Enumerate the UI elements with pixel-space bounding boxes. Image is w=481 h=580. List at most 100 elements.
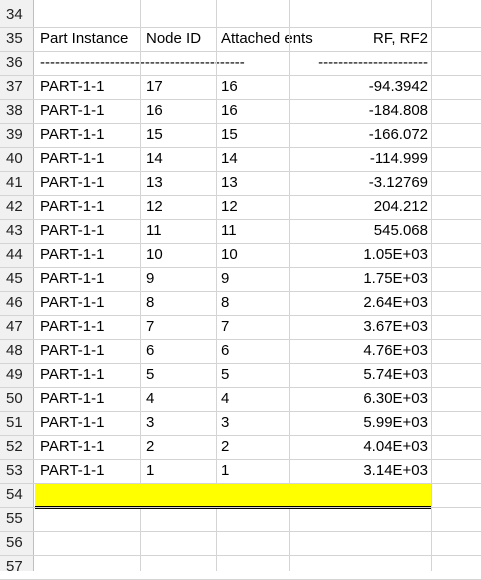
row-number[interactable]: 52 bbox=[6, 438, 23, 455]
rf-value-cell[interactable]: 6.30E+03 bbox=[363, 390, 428, 407]
attached-elements-cell[interactable]: 14 bbox=[221, 150, 238, 167]
part-instance-cell[interactable]: Part Instance bbox=[40, 30, 129, 47]
attached-elements-cell[interactable]: 7 bbox=[221, 318, 230, 335]
node-id-cell[interactable]: 13 bbox=[146, 174, 163, 191]
rf-value-cell[interactable]: -166.072 bbox=[368, 126, 428, 143]
part-instance-cell[interactable]: PART-1-1 bbox=[40, 342, 105, 359]
table-row[interactable]: 45 PART-1-1 9 9 1.75E+03 bbox=[0, 267, 481, 291]
rf-value-cell[interactable]: 1.05E+03 bbox=[363, 246, 428, 263]
node-id-cell[interactable]: 11 bbox=[146, 222, 162, 239]
rf-value-cell[interactable]: 4.76E+03 bbox=[363, 342, 428, 359]
node-id-cell[interactable]: Node ID bbox=[146, 30, 202, 47]
part-instance-cell[interactable]: PART-1-1 bbox=[40, 246, 105, 263]
part-instance-cell[interactable]: PART-1-1 bbox=[40, 198, 105, 215]
table-row[interactable]: 53 PART-1-1 1 1 3.14E+03 bbox=[0, 459, 481, 483]
table-row[interactable]: 42 PART-1-1 12 12 204.212 bbox=[0, 195, 481, 219]
row-number[interactable]: 57 bbox=[6, 558, 23, 575]
row-number[interactable]: 45 bbox=[6, 270, 23, 287]
node-id-cell[interactable]: 17 bbox=[146, 78, 163, 95]
table-row[interactable]: 51 PART-1-1 3 3 5.99E+03 bbox=[0, 411, 481, 435]
rf-value-cell[interactable] bbox=[290, 555, 428, 579]
rf-value-cell[interactable]: ---------------------- bbox=[318, 54, 428, 71]
part-instance-cell[interactable]: PART-1-1 bbox=[40, 126, 105, 143]
part-instance-cell[interactable]: PART-1-1 bbox=[40, 270, 105, 287]
part-instance-cell[interactable]: PART-1-1 bbox=[40, 462, 105, 479]
table-row[interactable]: 34 bbox=[0, 3, 481, 27]
attached-elements-cell[interactable]: 15 bbox=[221, 126, 238, 143]
attached-elements-cell[interactable]: 16 bbox=[221, 102, 238, 119]
part-instance-cell[interactable]: PART-1-1 bbox=[40, 414, 105, 431]
attached-elements-cell[interactable]: 2 bbox=[221, 438, 230, 455]
node-id-cell[interactable]: 10 bbox=[146, 246, 163, 263]
part-instance-cell[interactable]: PART-1-1 bbox=[40, 438, 105, 455]
node-id-cell[interactable]: 8 bbox=[146, 294, 155, 311]
attached-elements-cell[interactable]: 11 bbox=[221, 222, 237, 239]
row-number[interactable]: 37 bbox=[6, 78, 23, 95]
rf-value-cell[interactable]: 3.67E+03 bbox=[363, 318, 428, 335]
row-number[interactable]: 55 bbox=[6, 510, 23, 527]
rf-value-cell[interactable]: 4.04E+03 bbox=[363, 438, 428, 455]
attached-elements-cell[interactable]: 8 bbox=[221, 294, 230, 311]
row-number[interactable]: 54 bbox=[6, 486, 23, 503]
node-id-cell[interactable]: 12 bbox=[146, 198, 163, 215]
row-number[interactable]: 49 bbox=[6, 366, 23, 383]
node-id-cell[interactable]: 1 bbox=[146, 462, 155, 479]
row-number[interactable]: 43 bbox=[6, 222, 23, 239]
node-id-cell[interactable]: 2 bbox=[146, 438, 155, 455]
attached-elements-cell[interactable]: 5 bbox=[221, 366, 230, 383]
table-row[interactable]: 43 PART-1-1 11 11 545.068 bbox=[0, 219, 481, 243]
table-row[interactable]: 40 PART-1-1 14 14 -114.999 bbox=[0, 147, 481, 171]
table-row[interactable]: 52 PART-1-1 2 2 4.04E+03 bbox=[0, 435, 481, 459]
attached-elements-cell[interactable]: 9 bbox=[221, 270, 230, 287]
row-number[interactable]: 41 bbox=[6, 174, 23, 191]
rf-value-cell[interactable]: -94.3942 bbox=[368, 78, 428, 95]
row-number[interactable]: 47 bbox=[6, 318, 23, 335]
rf-value-cell[interactable]: -184.808 bbox=[368, 102, 428, 119]
attached-elements-cell[interactable]: 13 bbox=[221, 174, 238, 191]
row-number[interactable]: 56 bbox=[6, 534, 23, 551]
row-number[interactable]: 36 bbox=[6, 54, 23, 71]
rf-value-cell[interactable]: -114.999 bbox=[369, 150, 428, 167]
attached-elements-cell[interactable]: 12 bbox=[221, 198, 238, 215]
part-instance-cell[interactable]: PART-1-1 bbox=[40, 390, 105, 407]
row-number[interactable]: 39 bbox=[6, 126, 23, 143]
row-number[interactable]: 50 bbox=[6, 390, 23, 407]
part-instance-cell[interactable]: PART-1-1 bbox=[40, 150, 105, 167]
table-row[interactable]: 48 PART-1-1 6 6 4.76E+03 bbox=[0, 339, 481, 363]
rf-value-cell[interactable]: 204.212 bbox=[373, 198, 428, 215]
row-number[interactable]: 42 bbox=[6, 198, 23, 215]
attached-elements-cell[interactable]: 1 bbox=[221, 462, 230, 479]
node-id-cell[interactable]: 15 bbox=[146, 126, 163, 143]
attached-elements-cell[interactable]: 4 bbox=[221, 390, 230, 407]
node-id-cell[interactable]: 9 bbox=[146, 270, 155, 287]
table-row[interactable]: 49 PART-1-1 5 5 5.74E+03 bbox=[0, 363, 481, 387]
table-row[interactable]: 50 PART-1-1 4 4 6.30E+03 bbox=[0, 387, 481, 411]
rf-value-cell[interactable]: 2.64E+03 bbox=[363, 294, 428, 311]
rf-value-cell[interactable] bbox=[290, 3, 428, 27]
attached-elements-cell[interactable]: 6 bbox=[221, 342, 230, 359]
row-number[interactable]: 38 bbox=[6, 102, 23, 119]
rf-value-cell[interactable]: RF, RF2 bbox=[372, 30, 428, 47]
table-row[interactable]: 38 PART-1-1 16 16 -184.808 bbox=[0, 99, 481, 123]
rf-value-cell[interactable] bbox=[290, 531, 428, 555]
row-number[interactable]: 34 bbox=[6, 6, 23, 23]
table-row[interactable]: 44 PART-1-1 10 10 1.05E+03 bbox=[0, 243, 481, 267]
rf-value-cell[interactable]: 545.068 bbox=[373, 222, 428, 239]
table-row[interactable]: 41 PART-1-1 13 13 -3.12769 bbox=[0, 171, 481, 195]
rf-value-cell[interactable]: 5.99E+03 bbox=[363, 414, 428, 431]
part-instance-cell[interactable]: PART-1-1 bbox=[40, 318, 105, 335]
rf-value-cell[interactable]: 3.14E+03 bbox=[363, 462, 428, 479]
row-number[interactable]: 51 bbox=[6, 414, 23, 431]
node-id-cell[interactable]: 5 bbox=[146, 366, 155, 383]
table-row[interactable]: 56 bbox=[0, 531, 481, 555]
table-row[interactable]: 37 PART-1-1 17 16 -94.3942 bbox=[0, 75, 481, 99]
row-number[interactable]: 48 bbox=[6, 342, 23, 359]
rf-value-cell[interactable]: 1.75E+03 bbox=[363, 270, 428, 287]
node-id-cell[interactable]: 4 bbox=[146, 390, 155, 407]
part-instance-cell[interactable]: ----------------------------------------… bbox=[40, 54, 245, 71]
node-id-cell[interactable]: 16 bbox=[146, 102, 163, 119]
table-row[interactable]: 55 bbox=[0, 507, 481, 531]
rf-value-cell[interactable] bbox=[290, 507, 428, 531]
row-number[interactable]: 40 bbox=[6, 150, 23, 167]
